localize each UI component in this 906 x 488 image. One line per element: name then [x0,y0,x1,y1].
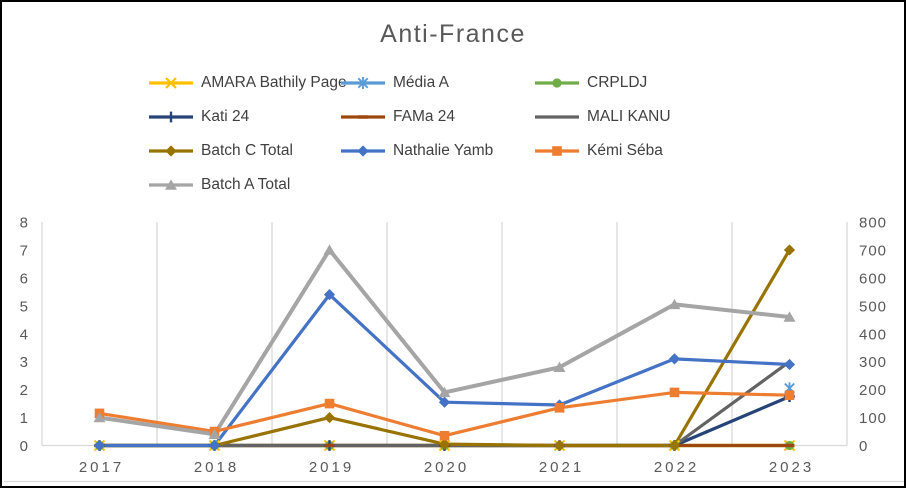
legend-label: Batch C Total [201,142,293,159]
x-axis-label: 2023 [769,459,814,476]
series-marker [783,311,796,322]
right-axis-tick: 200 [859,382,887,399]
legend-item: Nathalie Yamb [340,142,534,160]
legend-swatch-asterisk-icon [341,77,385,89]
series-line [99,249,791,448]
series-marker [784,443,795,448]
right-axis-tick: 500 [859,298,887,315]
legend-item: Batch A Total [148,176,340,194]
series-marker [553,439,566,452]
x-axis-label: 2019 [309,459,354,476]
legend-label: FAMa 24 [393,108,456,125]
legend-label: Média A [393,74,450,91]
series-marker [323,411,336,424]
legend-item: MALI KANU [534,108,754,126]
series-marker [784,390,795,401]
x-axis-label: 2018 [194,459,239,476]
legend-swatch-square-icon [535,146,579,156]
chart-title: Anti-France [380,20,526,48]
legend-label: AMARA Bathily Page [201,74,347,91]
legend-swatch-none-icon [535,115,579,119]
x-axis-label: 2020 [424,459,469,476]
series-marker [668,298,681,310]
left-axis-tick: 4 [20,326,29,343]
legend-swatch-x-icon [149,77,193,89]
series-marker [165,179,177,190]
x-axis-label: 2022 [654,459,699,476]
legend-label: CRPLDJ [587,74,648,91]
right-axis-tick: 300 [859,354,887,371]
left-axis-tick: 3 [20,354,29,371]
legend-item: Batch C Total [148,142,340,160]
left-axis-tick: 2 [20,382,29,399]
series-marker [438,386,451,398]
legend-swatch-circle-icon [535,78,579,88]
series-marker [357,77,369,89]
series-marker [439,430,450,441]
chart-legend: AMARA Bathily Page Média A CRPLDJ Kati 24 FA… [148,66,754,202]
right-axis-tick: 800 [859,215,887,232]
left-axis-tick: 6 [20,270,29,287]
series-marker [552,78,562,88]
axis-tick-labels: 0 1 2 3 4 5 6 7 8 0 100 200 300 400 500 600 700 800 2017 20… [20,215,887,477]
series-marker [165,77,177,89]
series-marker [669,387,680,398]
series-marker [93,411,106,423]
legend-swatch-diamond-icon [341,145,385,157]
series-marker [165,111,177,123]
series-marker [93,439,106,452]
legend-swatch-plus-icon [149,111,193,123]
series-marker [552,146,562,156]
series-marker [323,244,336,255]
right-axis-tick: 100 [859,410,887,427]
series-marker [208,428,221,440]
legend-swatch-diamond-icon [149,145,193,157]
series-marker [783,358,796,371]
series-marker [323,289,336,301]
legend-item: CRPLDJ [534,74,754,92]
legend-item: Média A [340,74,534,92]
left-axis-tick: 5 [20,298,29,315]
legend-label: Kémi Séba [587,142,663,159]
right-axis-tick: 600 [859,270,887,287]
legend-item: Kati 24 [148,108,340,126]
right-axis-tick: 700 [859,242,887,259]
series-marker [438,438,451,450]
right-axis-tick: 0 [859,438,868,455]
series-marker [554,402,565,413]
series-lines [99,247,791,448]
series-marker [668,439,681,452]
legend-item: AMARA Bathily Page [148,74,347,92]
legend-item: FAMa 24 [340,108,534,126]
legend-label: Batch A Total [201,176,291,193]
series-marker [553,361,566,372]
legend-swatch-triangle-icon [149,179,193,190]
legend-swatch-dash-icon [341,115,385,119]
plot-gridlines [4,222,904,483]
series-markers [93,244,796,452]
series-marker [668,353,681,365]
left-axis-tick: 1 [20,410,29,427]
left-axis-tick: 8 [20,215,29,232]
series-marker [324,398,335,409]
x-axis-label: 2021 [539,459,584,476]
series-marker [358,115,368,119]
legend-label: Nathalie Yamb [393,142,494,159]
series-marker [783,244,796,256]
series-marker [165,145,177,157]
series-marker [438,396,451,408]
left-axis-tick: 0 [20,438,29,455]
legend-label: Kati 24 [201,108,250,125]
legend-label: MALI KANU [587,108,671,125]
legend-item: Kémi Séba [534,142,754,160]
x-axis-label: 2017 [79,459,124,476]
series-marker [208,439,221,452]
series-marker [324,443,335,448]
left-axis-tick: 7 [20,242,29,259]
series-marker [357,145,369,157]
right-axis-tick: 400 [859,326,887,343]
